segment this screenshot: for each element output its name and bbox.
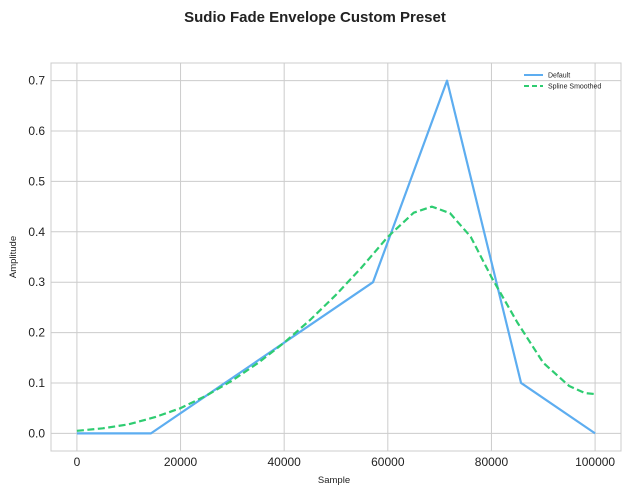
- legend-label: Spline Smoothed: [548, 84, 601, 91]
- x-tick-label: 80000: [475, 455, 509, 469]
- y-tick-label: 0.6: [28, 124, 45, 138]
- y-tick-label: 0.5: [28, 174, 45, 188]
- x-tick-label: 100000: [575, 455, 615, 469]
- x-tick-label: 0: [74, 455, 81, 469]
- legend-label: Default: [548, 73, 570, 80]
- y-tick-label: 0.2: [28, 326, 45, 340]
- y-axis-label: Amplitude: [8, 236, 19, 278]
- y-tick-label: 0.3: [28, 275, 45, 289]
- x-tick-label: 60000: [371, 455, 405, 469]
- series-line-default: [76, 79, 596, 435]
- y-tick-label: 0.7: [28, 74, 45, 88]
- chart-title: Sudio Fade Envelope Custom Preset: [184, 9, 446, 26]
- series-line-spline-smoothed: [76, 205, 596, 432]
- ticks: 0 20000 40000 60000 80000 100000 0.0 0.1 0.2 0.3 0…: [28, 74, 615, 469]
- x-tick-label: 20000: [164, 455, 198, 469]
- y-tick-label: 0.0: [28, 426, 45, 440]
- x-axis-label: Sample: [318, 475, 350, 486]
- y-tick-label: 0.4: [28, 225, 45, 239]
- plot-area-frame: [50, 62, 622, 452]
- legend: Default Spline Smoothed: [524, 73, 601, 91]
- grid: [51, 63, 621, 451]
- series: [76, 79, 596, 435]
- x-tick-label: 40000: [267, 455, 301, 469]
- y-tick-label: 0.1: [28, 376, 45, 390]
